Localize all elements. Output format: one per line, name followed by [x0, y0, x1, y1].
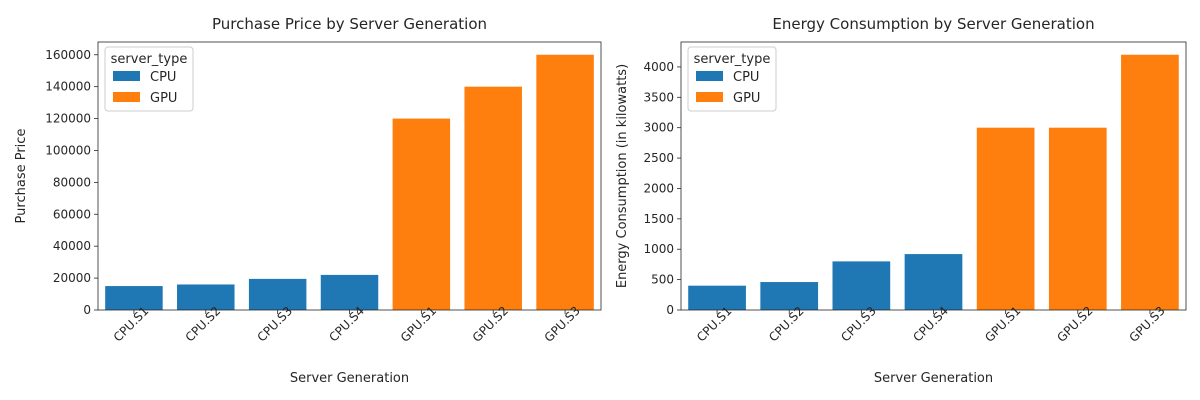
bar-cpu-s3: [248, 278, 307, 310]
bar-cpu-s2: [177, 284, 235, 310]
legend-swatch-cpu: [696, 71, 723, 81]
legend-title: server_type: [111, 52, 188, 67]
y-tick-label: 4000: [643, 60, 674, 74]
y-axis-label: Energy Consumption (in kilowatts): [615, 64, 630, 288]
bar-cpu-s4: [320, 274, 379, 310]
y-tick-label: 100000: [45, 143, 91, 157]
legend-swatch-gpu: [696, 92, 723, 102]
legend-swatch-gpu: [113, 92, 140, 102]
legend-label-gpu: GPU: [733, 91, 760, 106]
y-tick-label: 1500: [643, 212, 674, 226]
bar-cpu-s3: [832, 261, 891, 310]
legend-title: server_type: [694, 52, 771, 67]
bar-cpu-s1: [688, 285, 746, 310]
legend-label-cpu: CPU: [733, 70, 759, 85]
y-tick-label: 0: [666, 303, 674, 317]
chart-1: 0 20000 40000 60000 80000 100000 120000 140000 1…: [14, 15, 602, 386]
bar-gpu-s1: [976, 127, 1035, 310]
y-tick-label: 60000: [53, 207, 91, 221]
y-tick-label: 120000: [45, 112, 91, 126]
y-tick-label: 2000: [643, 181, 674, 195]
y-tick-label: 3000: [643, 121, 674, 135]
bar-gpu-s2: [464, 86, 522, 310]
bar-cpu-s4: [904, 254, 963, 310]
y-tick-label: 140000: [45, 80, 91, 94]
bar-cpu-s2: [760, 282, 819, 310]
y-tick-label: 80000: [53, 175, 91, 189]
y-tick-label: 3500: [643, 90, 674, 104]
bar-cpu-s1: [105, 286, 163, 310]
legend-label-cpu: CPU: [150, 70, 176, 85]
legend: server_type CPU GPU: [687, 46, 777, 112]
legend: server_type CPU GPU: [104, 46, 194, 112]
y-tick-label: 1000: [643, 242, 674, 256]
y-tick-label: 2500: [643, 151, 674, 165]
legend-swatch-cpu: [113, 71, 140, 81]
legend-label-gpu: GPU: [150, 91, 177, 106]
bar-gpu-s2: [1048, 127, 1107, 310]
y-tick-label: 0: [83, 303, 91, 317]
y-tick-label: 500: [651, 273, 674, 287]
chart-title: Purchase Price by Server Generation: [212, 15, 487, 33]
bar-gpu-s1: [392, 118, 451, 310]
x-axis-label: Server Generation: [874, 371, 993, 386]
y-axis-label: Purchase Price: [14, 129, 29, 224]
bar-gpu-s3: [536, 54, 594, 311]
x-axis-label: Server Generation: [290, 371, 409, 386]
y-tick-label: 40000: [53, 239, 91, 253]
chart-title: Energy Consumption by Server Generation: [772, 15, 1094, 33]
y-tick-label: 20000: [53, 271, 91, 285]
bar-gpu-s3: [1121, 54, 1179, 311]
y-tick-label: 160000: [45, 48, 91, 62]
